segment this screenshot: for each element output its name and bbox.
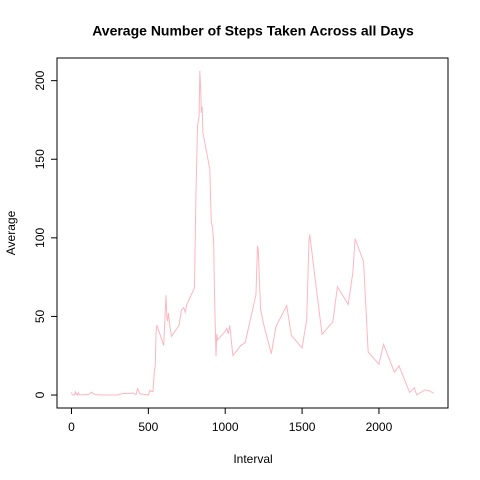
data-line [71,70,434,397]
plot-box [56,57,449,409]
y-tick-label: 50 [33,309,47,323]
y-axis-label: Average [4,210,18,255]
x-tick-label: 500 [138,420,158,434]
x-tick-label: 1000 [212,420,239,434]
x-tick-label: 1500 [289,420,316,434]
y-tick-label: 200 [33,70,47,90]
x-axis-label: Interval [233,452,272,466]
y-tick-label: 0 [33,391,47,398]
y-tick-label: 150 [33,149,47,169]
x-tick-label: 2000 [366,420,393,434]
x-tick-label: 0 [68,420,75,434]
y-tick-label: 100 [33,228,47,248]
chart-title: Average Number of Steps Taken Across all… [92,23,414,39]
